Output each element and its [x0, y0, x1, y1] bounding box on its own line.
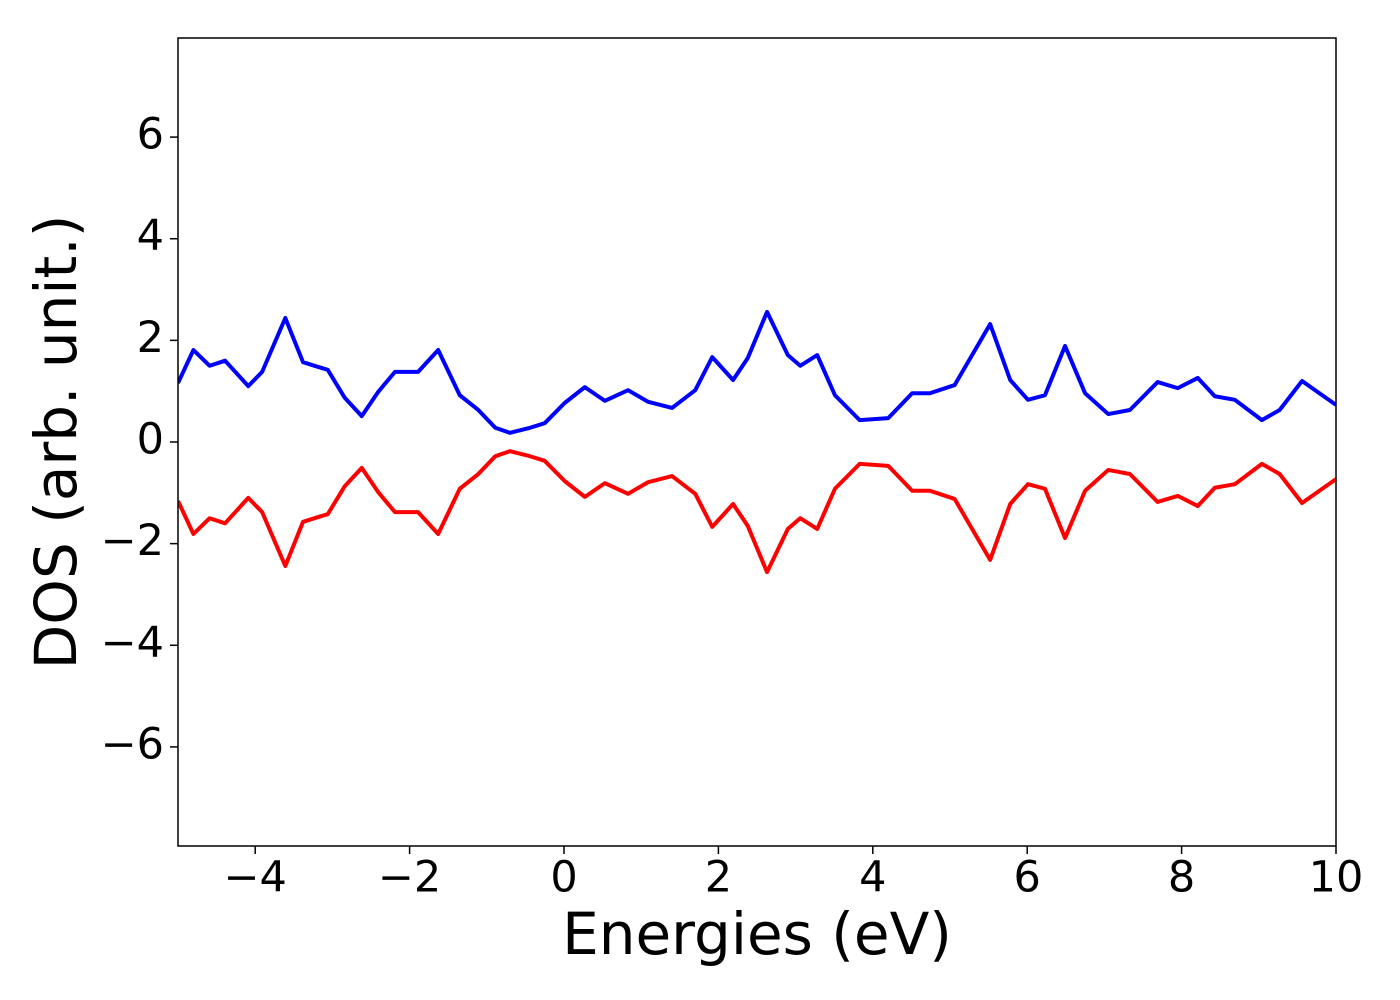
y-tick-label: −4 [101, 618, 164, 668]
x-tick-label: 0 [550, 853, 577, 903]
x-tick-label: 4 [859, 853, 886, 903]
y-axis-label: DOS (arb. unit.) [22, 215, 90, 670]
y-tick-label: 2 [137, 313, 164, 363]
x-tick-label: −4 [224, 853, 287, 903]
plot-frame [177, 37, 1337, 847]
x-axis-label: Energies (eV) [562, 900, 952, 968]
x-tick-label: −2 [378, 853, 441, 903]
x-tick-label: 10 [1309, 853, 1364, 903]
x-tick-label: 2 [705, 853, 732, 903]
y-tick-label: 0 [137, 415, 164, 465]
x-tick-label: 6 [1014, 853, 1041, 903]
x-tick-label: 8 [1168, 853, 1195, 903]
data-line [178, 309, 1336, 435]
y-tick-label: −6 [101, 719, 164, 769]
y-tick-label: −2 [101, 516, 164, 566]
y-tick-label: 4 [137, 211, 164, 261]
data-line [178, 449, 1336, 575]
y-tick-label: 6 [137, 110, 164, 160]
